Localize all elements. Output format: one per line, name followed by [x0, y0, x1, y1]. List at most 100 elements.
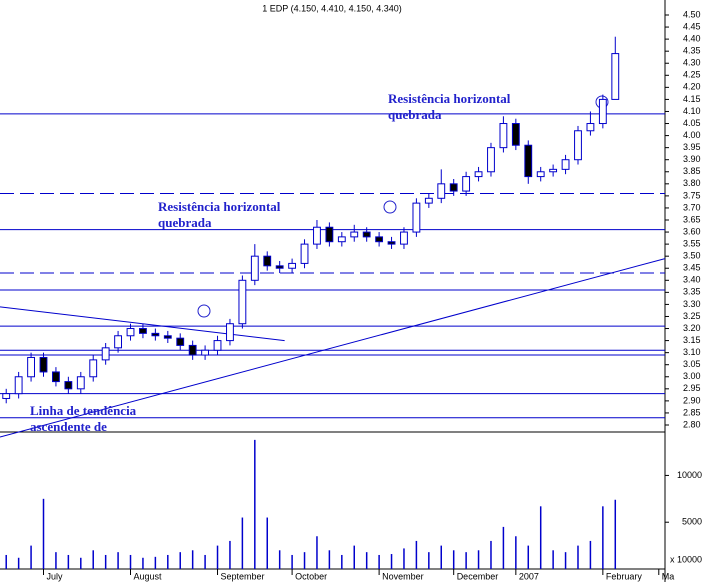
volume-unit-label: x 10000 — [670, 554, 702, 564]
x-tick-label: October — [295, 571, 327, 581]
candle-body — [139, 328, 147, 334]
y-tick-label: 2.80 — [683, 419, 701, 429]
y-tick-label: 3.00 — [683, 371, 701, 381]
y-tick-label: 3.40 — [683, 275, 701, 285]
candle-body — [2, 393, 11, 399]
volume-tick-label: 10000 — [677, 470, 702, 480]
y-tick-label: 4.20 — [683, 82, 701, 92]
y-tick-label: 3.35 — [683, 287, 701, 297]
candle-body — [89, 359, 98, 378]
candle-body — [300, 243, 309, 264]
y-tick-label: 4.30 — [683, 58, 701, 68]
y-tick-label: 3.45 — [683, 263, 701, 273]
candle-body — [226, 323, 234, 342]
candle-body — [375, 236, 384, 243]
y-tick-label: 3.70 — [683, 202, 701, 212]
candle-body — [76, 376, 85, 390]
annotation: Resistência horizontal — [388, 91, 511, 106]
annotation: Linha de tendência — [30, 403, 137, 418]
trend-line — [0, 258, 666, 438]
candle-body — [151, 332, 160, 337]
annotation: Resistência horizontal — [158, 199, 281, 214]
candle-body — [449, 183, 458, 192]
y-tick-label: 4.35 — [683, 46, 701, 56]
y-tick-label: 4.25 — [683, 70, 701, 80]
candle-body — [163, 335, 172, 339]
candle-body — [611, 53, 620, 100]
candle-body — [101, 347, 110, 361]
candle-body — [437, 183, 446, 199]
candle-body — [337, 236, 346, 243]
x-tick-label: August — [134, 571, 163, 581]
y-tick-label: 3.20 — [683, 323, 701, 333]
candle-body — [201, 349, 210, 356]
candle-body — [424, 197, 433, 204]
candle-body — [362, 231, 371, 238]
y-tick-label: 3.15 — [683, 335, 701, 345]
y-tick-label: 2.95 — [683, 383, 701, 393]
candle-body — [524, 144, 533, 178]
y-tick-label: 4.45 — [683, 21, 701, 31]
y-tick-label: 3.80 — [683, 178, 701, 188]
y-tick-label: 3.90 — [683, 154, 701, 164]
candle-body — [288, 262, 297, 269]
volume-tick-label: 5000 — [682, 517, 702, 527]
candle-body — [114, 335, 123, 349]
candle-body — [536, 171, 545, 178]
y-tick-label: 3.30 — [683, 299, 701, 309]
y-tick-label: 3.55 — [683, 238, 701, 248]
x-tick-label: November — [382, 571, 424, 581]
trend-line — [0, 306, 285, 342]
candle-body — [586, 123, 595, 132]
y-tick-label: 3.75 — [683, 190, 701, 200]
y-tick-label: 2.90 — [683, 395, 701, 405]
candle-body — [574, 130, 582, 161]
candle-body — [27, 356, 35, 378]
candle-body — [549, 168, 558, 173]
candle-body — [350, 231, 359, 238]
annotation: ascendente de — [30, 419, 107, 434]
candle-body — [325, 226, 334, 243]
candle-body — [387, 241, 396, 245]
candle-body — [499, 123, 508, 149]
candle-body — [39, 356, 48, 373]
candle-body — [263, 255, 272, 267]
chart-title: 1 EDP (4.150, 4.410, 4.150, 4.340) — [262, 3, 401, 13]
candle-body — [561, 159, 570, 170]
candle-body — [176, 337, 185, 346]
candle-body — [14, 376, 23, 395]
y-tick-label: 3.60 — [683, 226, 701, 236]
y-tick-label: 4.15 — [683, 94, 701, 104]
x-tick-label: December — [457, 571, 499, 581]
y-tick-label: 4.40 — [683, 33, 701, 43]
annotation: quebrada — [388, 107, 442, 122]
candle-body — [487, 147, 495, 173]
y-tick-label: 2.85 — [683, 407, 701, 417]
y-tick-label: 3.95 — [683, 142, 701, 152]
candle-body — [250, 255, 259, 281]
candle-body — [400, 231, 408, 245]
x-tick-label: September — [221, 571, 265, 581]
annotation: quebrada — [158, 215, 212, 230]
y-tick-label: 4.50 — [683, 9, 701, 19]
candle-body — [275, 265, 284, 269]
y-tick-label: 3.50 — [683, 251, 701, 261]
candle-body — [511, 123, 520, 146]
y-tick-label: 3.25 — [683, 311, 701, 321]
candle-body — [188, 344, 197, 356]
y-tick-label: 3.85 — [683, 166, 701, 176]
candle-body — [598, 98, 607, 125]
candle-body — [64, 381, 73, 390]
y-tick-label: 4.10 — [683, 106, 701, 116]
candle-body — [462, 176, 471, 192]
x-tick-label: Ma — [662, 571, 675, 581]
candle-body — [313, 226, 321, 245]
smiley — [197, 304, 211, 318]
candle-body — [238, 279, 247, 325]
y-tick-label: 3.10 — [683, 347, 701, 357]
candle-body — [412, 202, 421, 233]
candle-body — [52, 371, 60, 383]
x-tick-label: July — [47, 571, 64, 581]
candle-body — [474, 171, 483, 178]
